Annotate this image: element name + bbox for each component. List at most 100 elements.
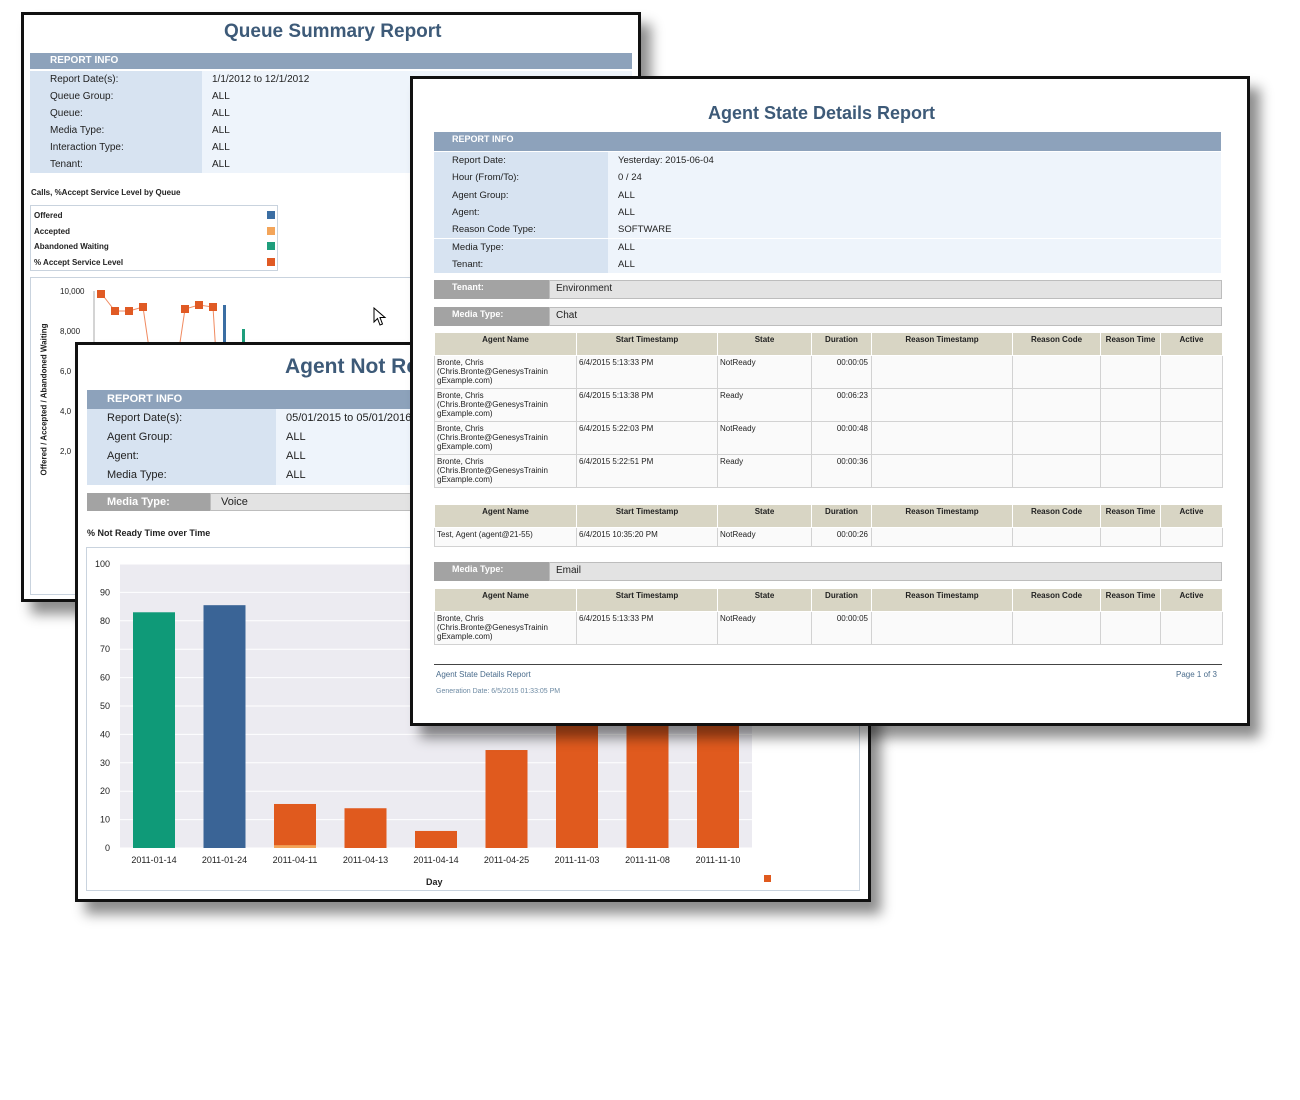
y-tick-label: 0 (105, 843, 110, 853)
column-header: Duration (811, 504, 872, 528)
table-cell: 6/4/2015 5:22:03 PM (576, 421, 718, 455)
table-cell (1100, 611, 1161, 645)
email-table: Agent Name Start Timestamp State Duration Re… (434, 588, 1223, 645)
table-cell: 6/4/2015 5:13:33 PM (576, 355, 718, 389)
table-cell: NotReady (717, 421, 812, 455)
y-tick-label: 8,000 (60, 327, 81, 336)
table-cell: Ready (717, 454, 812, 488)
column-header: Reason Time (1100, 504, 1161, 528)
report-info-label: Media Type: (30, 122, 202, 139)
table-cell (1160, 527, 1223, 547)
report-info-row: Agent: ALL (434, 203, 1221, 222)
table-cell (1100, 454, 1161, 488)
table-cell (871, 355, 1013, 389)
table-cell (1012, 527, 1101, 547)
table-cell (1100, 355, 1161, 389)
column-header: Reason Timestamp (871, 504, 1013, 528)
table-cell (1100, 388, 1161, 422)
column-header: Reason Timestamp (871, 588, 1013, 612)
legend-swatch (267, 226, 275, 235)
report-info-label: Agent: (434, 203, 608, 222)
report-info-label: Interaction Type: (30, 139, 202, 156)
y-tick-label: 100 (95, 559, 110, 569)
report-info-row: Media Type: ALL (434, 238, 1221, 256)
service-level-point (97, 290, 105, 298)
column-header: Active (1160, 504, 1223, 528)
table-row: Bronte, Chris (Chris.Bronte@GenesysTrain… (434, 355, 1223, 389)
column-header: Reason Code (1012, 504, 1101, 528)
table-row: Bronte, Chris (Chris.Bronte@GenesysTrain… (434, 421, 1223, 455)
column-header: Active (1160, 588, 1223, 612)
table-cell: Test, Agent (agent@21-55) (434, 527, 577, 547)
report-info-label: Hour (From/To): (434, 169, 608, 187)
table-cell: 00:00:05 (811, 355, 872, 389)
table-cell (871, 388, 1013, 422)
x-tick-label: 2011-11-10 (696, 855, 741, 865)
report-info-header: REPORT INFO (434, 132, 1221, 151)
x-tick-label: 2011-04-14 (413, 855, 458, 865)
report-info-label: Reason Code Type: (434, 221, 608, 239)
x-tick-label: 2011-04-13 (343, 855, 388, 865)
table-cell: Bronte, Chris (Chris.Bronte@GenesysTrain… (434, 421, 577, 455)
table-cell: 6/4/2015 5:22:51 PM (576, 454, 718, 488)
y-tick-label: 40 (100, 729, 110, 739)
table-cell: 6/4/2015 10:35:20 PM (576, 527, 718, 547)
report-info-value: ALL (608, 238, 1221, 256)
report-info-value: Yesterday: 2015-06-04 (608, 152, 1221, 170)
page-title: Agent Not Re (285, 355, 418, 378)
table-cell (871, 611, 1013, 645)
service-level-point (181, 305, 189, 313)
table-cell (1012, 611, 1101, 645)
x-tick-label: 2011-11-08 (625, 855, 670, 865)
table-cell: 00:00:48 (811, 421, 872, 455)
legend-swatch (267, 242, 275, 250)
report-info-label: Agent Group: (434, 186, 608, 204)
legend-item-label: Offered (34, 211, 63, 220)
media-type-label: Media Type: (87, 493, 210, 511)
report-info-row: Report Date: Yesterday: 2015-06-04 (434, 152, 1221, 170)
service-level-point (111, 307, 119, 315)
bar (344, 808, 387, 848)
x-tick-label: 2011-01-14 (131, 855, 176, 865)
column-header: Active (1160, 332, 1223, 356)
report-info-label: Queue Group: (30, 88, 202, 105)
chart-title: % Not Ready Time over Time (87, 528, 211, 538)
table-cell: 6/4/2015 5:13:38 PM (576, 388, 718, 422)
table-cell (1012, 355, 1101, 389)
bar (133, 612, 175, 848)
table-cell (1160, 421, 1223, 455)
media-type-label: Media Type: (434, 307, 549, 326)
report-info-row: Reason Code Type: SOFTWARE (434, 221, 1221, 239)
column-header: Start Timestamp (576, 588, 718, 612)
report-info-value: SOFTWARE (608, 221, 1221, 239)
column-header: Agent Name (434, 504, 577, 528)
footer-divider (434, 664, 1222, 665)
table-cell: Bronte, Chris (Chris.Bronte@GenesysTrain… (434, 388, 577, 422)
report-info-value: 0 / 24 (608, 169, 1221, 187)
column-header: Reason Timestamp (871, 332, 1013, 356)
column-header: Duration (811, 332, 872, 356)
y-tick-label: 50 (100, 701, 110, 711)
footer-page-number: Page 1 of 3 (1176, 670, 1217, 679)
report-info-label: Tenant: (434, 255, 608, 274)
mouse-cursor-icon (373, 307, 387, 326)
table-cell: 6/4/2015 5:13:33 PM (576, 611, 718, 645)
legend-swatch (267, 257, 275, 266)
table-header-row: Agent Name Start Timestamp State Duration Re… (434, 504, 1223, 528)
tenant-value: Environment (549, 280, 1222, 299)
table-cell (1100, 421, 1161, 455)
column-header: State (717, 332, 812, 356)
x-axis-label: Day (426, 877, 443, 887)
table-cell: Bronte, Chris (Chris.Bronte@GenesysTrain… (434, 611, 577, 645)
bar (203, 605, 246, 848)
y-axis-label: Offered / Accepted / Abandoned Waiting (39, 323, 49, 476)
column-header: State (717, 588, 812, 612)
report-info-label: Media Type: (87, 466, 276, 485)
table-row: Bronte, Chris (Chris.Bronte@GenesysTrain… (434, 611, 1223, 645)
table-cell (871, 454, 1013, 488)
column-header: Reason Time (1100, 588, 1161, 612)
table-row: Test, Agent (agent@21-55) 6/4/2015 10:35:… (434, 527, 1223, 547)
report-info-header: REPORT INFO (30, 53, 632, 69)
legend-item-label: % Accept Service Level (34, 257, 124, 267)
y-tick-label: 80 (100, 616, 110, 626)
